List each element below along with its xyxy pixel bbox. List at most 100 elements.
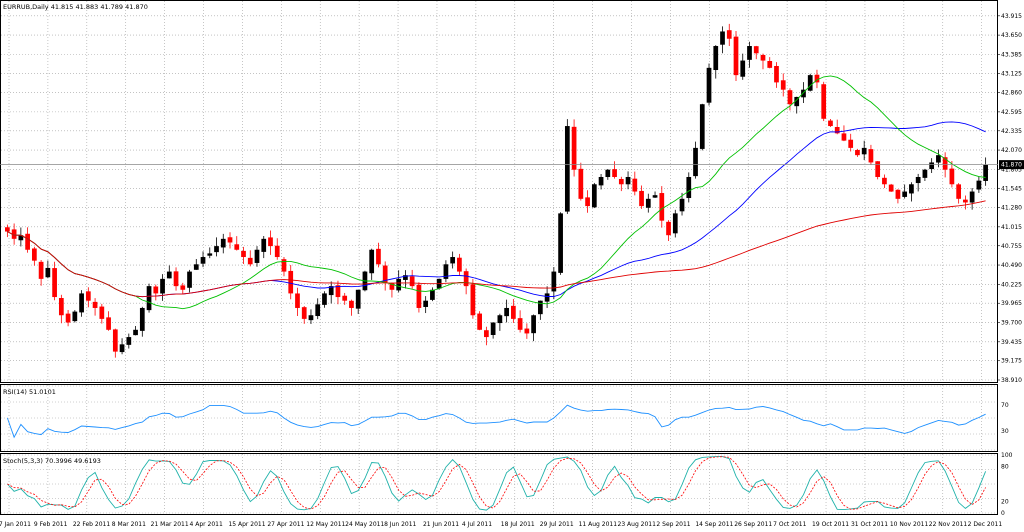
time-tick-label: 18 Jul 2011: [501, 521, 535, 528]
candle-body: [328, 286, 334, 296]
candle-body: [882, 177, 887, 185]
stoch-tick-label: 100: [1001, 452, 1013, 459]
time-tick-label: 31 Oct 2011: [851, 521, 888, 528]
main-chart-title: EURRUB,Daily 41.815 41.883 41.789 41.870: [3, 3, 148, 11]
candle-body: [396, 278, 402, 291]
candle-body: [713, 46, 719, 71]
candle-body: [787, 90, 793, 105]
candle-body: [774, 65, 779, 83]
candle-body: [281, 259, 287, 272]
candle-body: [214, 246, 219, 253]
candle-body: [288, 270, 294, 294]
candle-body: [227, 237, 233, 243]
candle-body: [672, 213, 678, 234]
price-tick-label: 39.965: [1001, 300, 1022, 307]
time-tick-label: 11 Aug 2011: [579, 521, 618, 528]
candle-body: [949, 168, 955, 185]
candle-body: [693, 147, 698, 177]
candle-body: [430, 289, 435, 300]
candle-body: [99, 306, 105, 319]
candle-body: [146, 286, 152, 311]
price-tick-label: 42.335: [1001, 128, 1022, 135]
time-tick-label: 23 Aug 2011: [618, 521, 657, 528]
candle-body: [976, 180, 982, 190]
candle-body: [409, 276, 415, 287]
candle-body: [119, 344, 125, 353]
candle-body: [969, 191, 975, 203]
candle-body: [241, 250, 246, 258]
candle-body: [767, 60, 773, 68]
candle-body: [443, 264, 449, 279]
candle-body: [585, 197, 590, 207]
time-tick-label: 2 Sep 2011: [656, 521, 690, 528]
price-tick-label: 42.595: [1001, 109, 1022, 116]
candle-body: [625, 176, 631, 185]
candle-body: [801, 89, 806, 98]
candle-body: [470, 284, 476, 316]
candle-body: [511, 305, 516, 319]
candle-body: [868, 149, 874, 163]
candle-body: [956, 184, 962, 199]
candle-body: [234, 244, 240, 250]
candle-body: [180, 285, 186, 290]
candle-body: [369, 249, 375, 274]
price-tick-label: 41.280: [1001, 205, 1022, 212]
candle-body: [699, 104, 705, 149]
candle-body: [31, 248, 37, 261]
candle-body: [571, 126, 577, 170]
price-tick-label: 40.490: [1001, 262, 1022, 269]
candle-body: [18, 235, 24, 241]
candle-body: [564, 126, 570, 212]
time-tick-label: 21 Mar 2011: [151, 521, 189, 528]
time-tick-label: 21 Jun 2011: [423, 521, 459, 528]
time-tick-label: 10 Nov 2011: [890, 521, 929, 528]
candle-body: [477, 313, 482, 330]
time-tick-label: 26 Sep 2011: [734, 521, 772, 528]
candle-body: [25, 233, 30, 250]
candle-body: [578, 168, 584, 199]
candle-body: [740, 60, 746, 77]
rsi-indicator: [6, 404, 986, 439]
current-price-box: [999, 160, 1024, 170]
time-tick-label: 27 Apr 2011: [267, 521, 304, 528]
candle-body: [126, 337, 132, 345]
candle-body: [45, 267, 51, 278]
stoch-tick-label: 80: [1001, 464, 1009, 471]
candle-body: [963, 199, 968, 203]
stoch-axis: 100 80 20 0: [1001, 452, 1013, 517]
candle-body: [848, 139, 854, 148]
candle-body: [659, 193, 665, 221]
candle-body: [794, 96, 800, 107]
current-price-label: 41.870: [1001, 162, 1022, 169]
stoch-pane-frame: [0, 453, 998, 515]
candle-body: [537, 300, 543, 315]
price-tick-label: 41.545: [1001, 185, 1022, 192]
candle-body: [490, 322, 496, 335]
candle-body: [524, 328, 530, 334]
candle-body: [875, 161, 881, 177]
candle-body: [308, 315, 314, 321]
price-tick-label: 43.125: [1001, 70, 1022, 77]
candle-body: [747, 46, 752, 60]
time-tick-label: 15 Apr 2011: [228, 521, 265, 528]
rsi-axis: 70 30: [1001, 402, 1009, 435]
candle-body: [821, 84, 827, 119]
time-tick-label: 14 Sep 2011: [695, 521, 733, 528]
candle-body: [342, 295, 348, 301]
candle-body: [416, 284, 422, 308]
price-tick-label: 42.070: [1001, 147, 1022, 154]
candle-body: [828, 120, 833, 127]
candle-body: [106, 317, 111, 330]
candle-body: [632, 178, 638, 192]
time-tick-label: 27 Jan 2011: [0, 521, 31, 528]
candle-body: [558, 213, 563, 273]
price-axis: 43.915 43.650 43.385 43.125 42.860 42.595 42.3…: [997, 13, 1022, 384]
candle-body: [92, 301, 98, 308]
candle-body: [65, 313, 71, 323]
candle-body: [814, 74, 820, 83]
candle-body: [382, 265, 388, 283]
candle-body: [133, 329, 138, 336]
price-tick-label: 40.755: [1001, 243, 1022, 250]
candle-body: [335, 285, 341, 298]
time-tick-label: 7 Oct 2011: [773, 521, 806, 528]
